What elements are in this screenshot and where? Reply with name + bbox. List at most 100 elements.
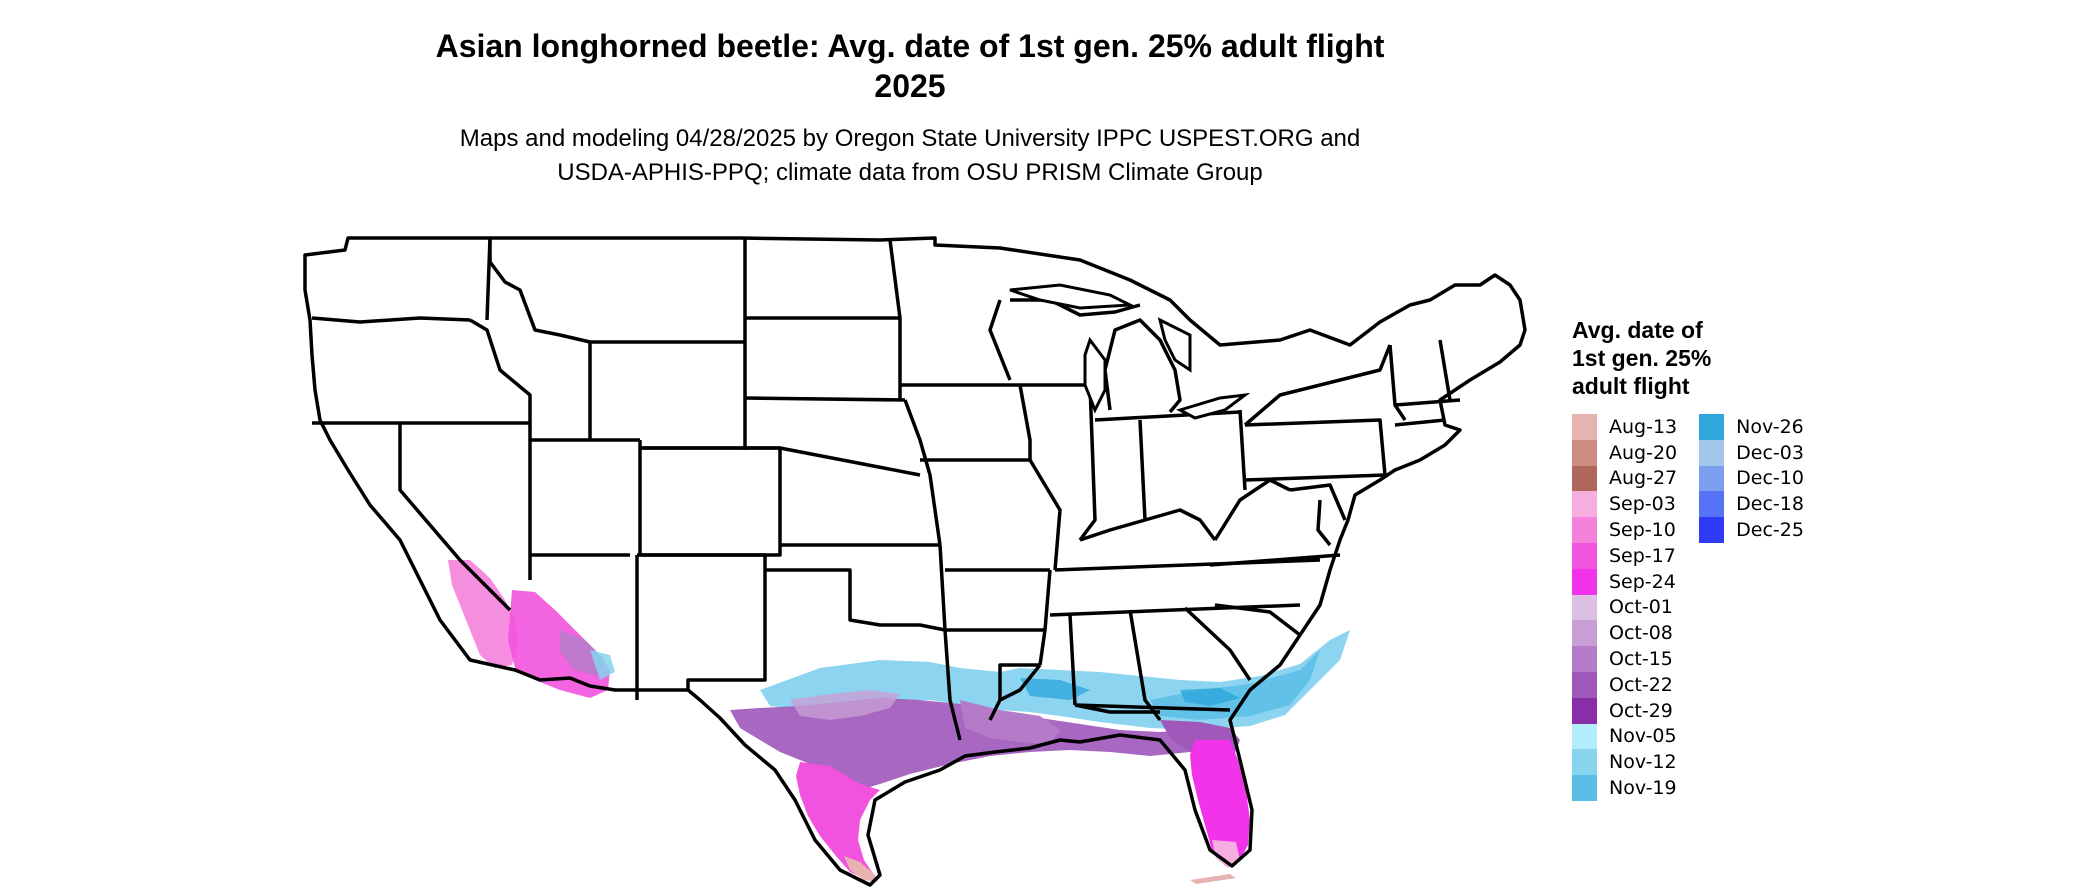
legend-swatch bbox=[1572, 671, 1597, 698]
region-arizona-desert bbox=[508, 590, 610, 698]
legend-swatch bbox=[1572, 414, 1597, 440]
legend-swatch bbox=[1572, 568, 1597, 595]
legend-swatch bbox=[1572, 594, 1597, 621]
legend-item: Dec-25 bbox=[1699, 517, 1804, 543]
ma-border bbox=[1394, 398, 1461, 407]
la-ms-border bbox=[998, 663, 1040, 700]
ky-north bbox=[1079, 508, 1217, 542]
region-florida-sep bbox=[1190, 740, 1250, 866]
legend-item: Nov-12 bbox=[1572, 749, 1677, 776]
legend-label: Oct-15 bbox=[1609, 648, 1673, 671]
legend-title-line3: adult flight bbox=[1572, 373, 1690, 399]
legend-swatch bbox=[1699, 491, 1725, 518]
legend-swatch bbox=[1699, 414, 1725, 440]
pa-box bbox=[1244, 418, 1387, 482]
region-texas-oct bbox=[730, 698, 1230, 790]
oh-pa-border bbox=[1238, 409, 1247, 491]
legend-label: Sep-17 bbox=[1609, 544, 1676, 567]
legend-label: Aug-13 bbox=[1609, 415, 1678, 438]
region-florida-sep-light bbox=[1212, 840, 1240, 868]
legend-swatch bbox=[1572, 775, 1597, 801]
legend-label: Nov-19 bbox=[1609, 777, 1677, 800]
region-arizona-oct bbox=[560, 630, 605, 676]
legend-swatch bbox=[1572, 646, 1597, 672]
legend-title-line2: 1st gen. 25% bbox=[1572, 345, 1712, 371]
legend-item: Oct-15 bbox=[1572, 646, 1677, 672]
tn-south bbox=[1049, 603, 1301, 617]
legend-label: Sep-24 bbox=[1609, 570, 1676, 593]
la-tx-border bbox=[943, 629, 962, 741]
id-or-border bbox=[469, 318, 532, 423]
region-south-texas-aug bbox=[844, 856, 878, 882]
lake-superior bbox=[1009, 283, 1136, 310]
ct-ri-border bbox=[1394, 418, 1446, 427]
legend-column-1: Aug-13 Aug-20 Aug-27 Sep-03 Sep-10 Sep-17 Sep-… bbox=[1572, 414, 1677, 801]
sd-ne-border bbox=[744, 396, 906, 402]
mn-wi-border bbox=[988, 299, 1012, 381]
michigan-lower bbox=[1103, 318, 1182, 414]
legend-item: Oct-29 bbox=[1572, 697, 1677, 724]
legend-label: Oct-29 bbox=[1609, 699, 1673, 722]
legend-label: Nov-05 bbox=[1609, 725, 1677, 748]
legend-swatch bbox=[1572, 723, 1597, 750]
ms-river bbox=[988, 663, 1042, 721]
nm-box bbox=[637, 553, 767, 690]
map-subtitle-line1: Maps and modeling 04/28/2025 by Oregon S… bbox=[459, 125, 1361, 152]
legend-title: Avg. date of 1st gen. 25% adult flight bbox=[1572, 316, 1772, 400]
legend-label: Oct-08 bbox=[1609, 622, 1673, 645]
nd-mn-border bbox=[888, 239, 902, 400]
legend-swatch bbox=[1699, 465, 1725, 492]
il-in-border bbox=[1078, 384, 1097, 542]
legend-swatch bbox=[1699, 517, 1725, 543]
ms-al-border bbox=[1068, 614, 1077, 706]
chesapeake bbox=[1316, 499, 1332, 547]
region-florida-keys bbox=[1190, 874, 1236, 884]
legend-item: Sep-03 bbox=[1572, 491, 1677, 518]
lake-huron bbox=[1157, 317, 1192, 373]
ny-vt-border bbox=[1388, 344, 1407, 421]
ny-pa-border bbox=[1243, 344, 1392, 427]
legend-item: Dec-03 bbox=[1699, 439, 1804, 466]
legend-item: Nov-05 bbox=[1572, 723, 1677, 750]
ok-tx-border bbox=[765, 568, 946, 632]
map-legend: Avg. date of 1st gen. 25% adult flight A… bbox=[1572, 316, 1872, 801]
legend-label: Nov-12 bbox=[1609, 751, 1677, 774]
legend-item: Oct-22 bbox=[1572, 671, 1677, 698]
mo-box bbox=[938, 459, 1062, 631]
map-title: Asian longhorned beetle: Avg. date of 1s… bbox=[320, 26, 1500, 106]
legend-swatch bbox=[1572, 542, 1597, 569]
region-texas-oct-light bbox=[790, 690, 900, 720]
legend-label: Aug-20 bbox=[1609, 441, 1678, 464]
region-south-texas-sep bbox=[796, 762, 880, 880]
fl-panhandle bbox=[1074, 703, 1160, 714]
legend-title-line1: Avg. date of bbox=[1572, 317, 1703, 343]
legend-item: Oct-01 bbox=[1572, 594, 1677, 621]
lake-michigan bbox=[1083, 336, 1107, 414]
legend-label: Oct-22 bbox=[1609, 673, 1673, 696]
legend-swatch bbox=[1572, 620, 1597, 647]
legend-item: Sep-24 bbox=[1572, 568, 1677, 595]
ar-ms-border bbox=[1038, 569, 1052, 666]
legend-label: Nov-26 bbox=[1736, 415, 1804, 438]
legend-item: Oct-08 bbox=[1572, 620, 1677, 647]
legend-label: Dec-10 bbox=[1736, 467, 1804, 490]
legend-item: Dec-18 bbox=[1699, 491, 1804, 518]
map-title-line2: 2025 bbox=[874, 68, 946, 104]
legend-label: Sep-03 bbox=[1609, 493, 1676, 516]
ne-ia-border bbox=[903, 399, 942, 546]
map-subtitle-line2: USDA-APHIS-PPQ; climate data from OSU PR… bbox=[557, 159, 1263, 186]
nc-sc-border bbox=[1214, 603, 1302, 637]
legend-swatch bbox=[1572, 465, 1597, 492]
region-arizona-nov bbox=[590, 650, 615, 680]
ky-tn-border bbox=[1054, 558, 1321, 572]
in-oh-border bbox=[1138, 419, 1147, 521]
wv-va-border bbox=[1213, 478, 1291, 541]
legend-item: Sep-10 bbox=[1572, 517, 1677, 543]
legend-item: Aug-20 bbox=[1572, 439, 1678, 466]
great-lakes bbox=[1009, 283, 1251, 420]
legend-item: Aug-27 bbox=[1572, 465, 1677, 492]
legend-swatch bbox=[1572, 517, 1597, 543]
nh-me-border bbox=[1438, 339, 1452, 401]
region-louisiana-coast bbox=[960, 700, 1060, 744]
legend-column-2: Nov-26 Dec-03 Dec-10 Dec-18 Dec-25 bbox=[1699, 414, 1804, 801]
